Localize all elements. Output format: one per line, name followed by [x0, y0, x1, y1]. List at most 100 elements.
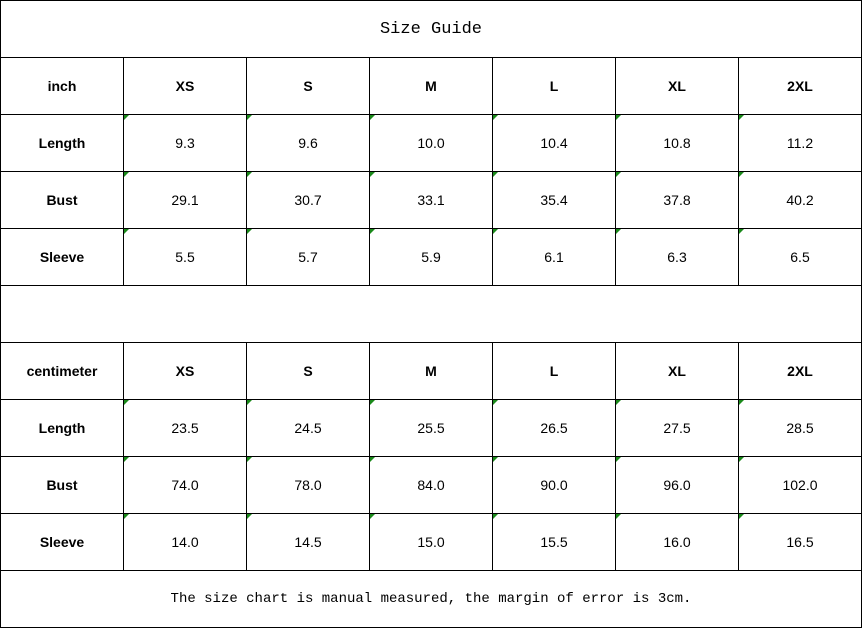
- row-label: Sleeve: [0, 513, 124, 571]
- table-title: Size Guide: [0, 0, 862, 58]
- value-cell: 23.5: [123, 399, 247, 457]
- value-cell: 27.5: [615, 399, 739, 457]
- table-row: Bust 74.0 78.0 84.0 90.0 96.0 102.0: [0, 456, 862, 514]
- size-header: 2XL: [738, 342, 862, 400]
- cell-indicator-icon: [616, 514, 621, 519]
- cell-indicator-icon: [616, 115, 621, 120]
- value-cell: 5.7: [246, 228, 370, 286]
- size-header: L: [492, 342, 616, 400]
- cell-indicator-icon: [370, 514, 375, 519]
- value-cell: 28.5: [738, 399, 862, 457]
- cell-indicator-icon: [739, 115, 744, 120]
- value-cell: 35.4: [492, 171, 616, 229]
- value-cell: 16.0: [615, 513, 739, 571]
- cell-indicator-icon: [616, 400, 621, 405]
- value-cell: 5.5: [123, 228, 247, 286]
- cell-indicator-icon: [124, 115, 129, 120]
- size-header: XS: [123, 342, 247, 400]
- value-cell: 9.3: [123, 114, 247, 172]
- cell-indicator-icon: [247, 514, 252, 519]
- value-cell: 6.5: [738, 228, 862, 286]
- value-cell: 33.1: [369, 171, 493, 229]
- cell-indicator-icon: [370, 115, 375, 120]
- value-cell: 102.0: [738, 456, 862, 514]
- value-cell: 16.5: [738, 513, 862, 571]
- value-cell: 40.2: [738, 171, 862, 229]
- cell-indicator-icon: [370, 229, 375, 234]
- value-cell: 96.0: [615, 456, 739, 514]
- cell-indicator-icon: [247, 457, 252, 462]
- row-label: Length: [0, 399, 124, 457]
- row-label: Bust: [0, 456, 124, 514]
- blank-spacer: [0, 285, 862, 343]
- cell-indicator-icon: [124, 172, 129, 177]
- cell-indicator-icon: [493, 172, 498, 177]
- table-row: Sleeve 14.0 14.5 15.0 15.5 16.0 16.5: [0, 513, 862, 571]
- size-header: XL: [615, 57, 739, 115]
- cell-indicator-icon: [247, 400, 252, 405]
- table-row: Length 9.3 9.6 10.0 10.4 10.8 11.2: [0, 114, 862, 172]
- value-cell: 6.1: [492, 228, 616, 286]
- cell-indicator-icon: [493, 229, 498, 234]
- size-header: L: [492, 57, 616, 115]
- value-cell: 10.8: [615, 114, 739, 172]
- size-header: XL: [615, 342, 739, 400]
- value-cell: 30.7: [246, 171, 370, 229]
- cell-indicator-icon: [124, 514, 129, 519]
- value-cell: 14.0: [123, 513, 247, 571]
- table-row: Bust 29.1 30.7 33.1 35.4 37.8 40.2: [0, 171, 862, 229]
- size-header: 2XL: [738, 57, 862, 115]
- cell-indicator-icon: [616, 229, 621, 234]
- value-cell: 11.2: [738, 114, 862, 172]
- row-label: Length: [0, 114, 124, 172]
- cell-indicator-icon: [493, 457, 498, 462]
- value-cell: 84.0: [369, 456, 493, 514]
- cell-indicator-icon: [124, 400, 129, 405]
- cell-indicator-icon: [370, 172, 375, 177]
- value-cell: 74.0: [123, 456, 247, 514]
- cell-indicator-icon: [739, 514, 744, 519]
- value-cell: 29.1: [123, 171, 247, 229]
- cell-indicator-icon: [739, 400, 744, 405]
- note-row: The size chart is manual measured, the m…: [0, 570, 862, 628]
- table-row: Length 23.5 24.5 25.5 26.5 27.5 28.5: [0, 399, 862, 457]
- cell-indicator-icon: [370, 457, 375, 462]
- cell-indicator-icon: [493, 400, 498, 405]
- value-cell: 25.5: [369, 399, 493, 457]
- value-cell: 9.6: [246, 114, 370, 172]
- cell-indicator-icon: [739, 172, 744, 177]
- row-label: Bust: [0, 171, 124, 229]
- measurement-note: The size chart is manual measured, the m…: [0, 570, 862, 628]
- cell-indicator-icon: [739, 457, 744, 462]
- unit-header: inch: [0, 57, 124, 115]
- size-header: S: [246, 57, 370, 115]
- value-cell: 37.8: [615, 171, 739, 229]
- spacer-row: [0, 285, 862, 343]
- size-header: M: [369, 57, 493, 115]
- unit-header: centimeter: [0, 342, 124, 400]
- value-cell: 26.5: [492, 399, 616, 457]
- table-row: Sleeve 5.5 5.7 5.9 6.1 6.3 6.5: [0, 228, 862, 286]
- value-cell: 78.0: [246, 456, 370, 514]
- value-cell: 5.9: [369, 228, 493, 286]
- value-cell: 10.0: [369, 114, 493, 172]
- cell-indicator-icon: [739, 229, 744, 234]
- cell-indicator-icon: [247, 229, 252, 234]
- cell-indicator-icon: [124, 229, 129, 234]
- value-cell: 10.4: [492, 114, 616, 172]
- value-cell: 24.5: [246, 399, 370, 457]
- value-cell: 14.5: [246, 513, 370, 571]
- header-row: centimeter XS S M L XL 2XL: [0, 342, 862, 400]
- value-cell: 6.3: [615, 228, 739, 286]
- cell-indicator-icon: [247, 172, 252, 177]
- size-header: S: [246, 342, 370, 400]
- header-row: inch XS S M L XL 2XL: [0, 57, 862, 115]
- title-row: Size Guide: [0, 0, 862, 58]
- cell-indicator-icon: [370, 400, 375, 405]
- size-header: XS: [123, 57, 247, 115]
- cell-indicator-icon: [247, 115, 252, 120]
- row-label: Sleeve: [0, 228, 124, 286]
- value-cell: 90.0: [492, 456, 616, 514]
- cell-indicator-icon: [124, 457, 129, 462]
